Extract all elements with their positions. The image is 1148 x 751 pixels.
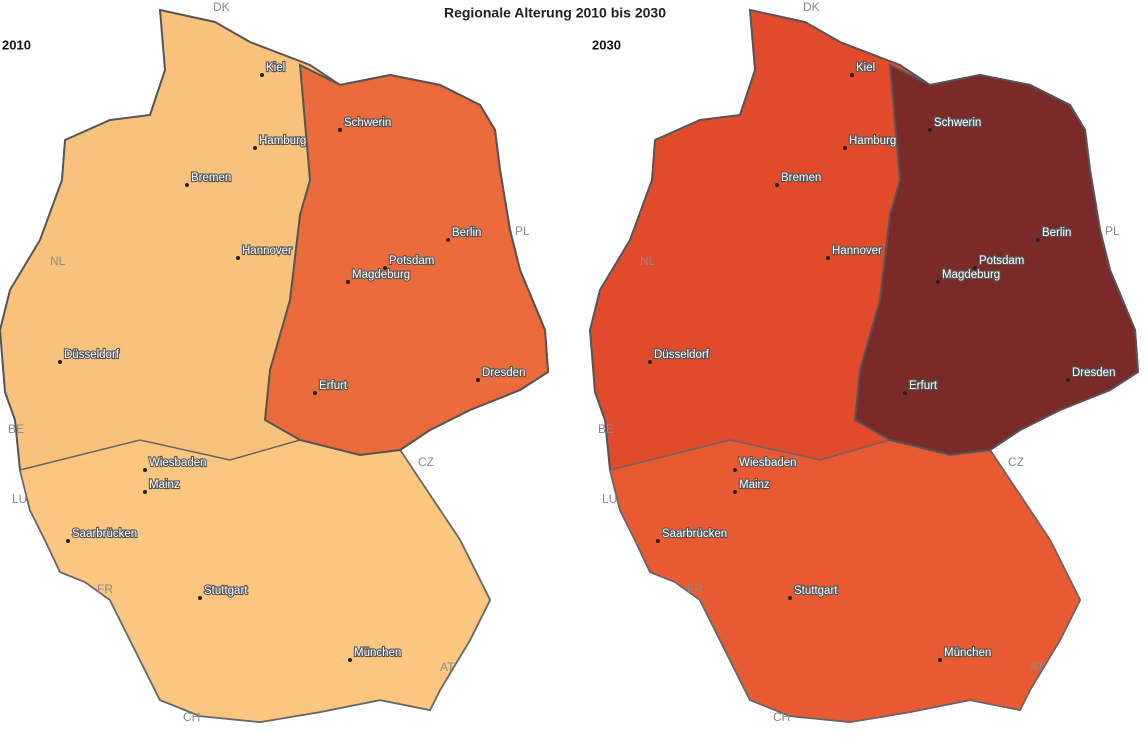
city-label: Kiel — [856, 62, 875, 74]
region-south — [19, 439, 491, 723]
city-label: Dresden — [1072, 367, 1115, 379]
city-dot — [66, 539, 70, 543]
country-label: PL — [1105, 224, 1120, 238]
city-dot — [346, 280, 350, 284]
country-label: CH — [183, 710, 200, 724]
city-dot — [733, 468, 737, 472]
city-label: Hamburg — [849, 135, 896, 147]
city-dot — [476, 378, 480, 382]
city-label: Kiel — [266, 62, 285, 74]
city-label: München — [354, 647, 401, 659]
city-label: Schwerin — [934, 117, 981, 129]
city-label: Stuttgart — [794, 585, 838, 597]
city-label: Stuttgart — [204, 585, 248, 597]
country-label: LU — [602, 492, 617, 506]
city-label: Wiesbaden — [739, 457, 797, 469]
city-label: Düsseldorf — [64, 349, 120, 361]
city-label: Wiesbaden — [149, 457, 207, 469]
city-label: Bremen — [781, 172, 821, 184]
city-dot — [143, 490, 147, 494]
city-dot — [348, 658, 352, 662]
country-label: PL — [515, 224, 530, 238]
country-label: LU — [12, 492, 27, 506]
city-dot — [198, 596, 202, 600]
city-dot — [260, 73, 264, 77]
panel-label: 2010 — [2, 37, 31, 52]
country-label: CZ — [1008, 455, 1024, 469]
city-label: Mainz — [739, 479, 770, 491]
city-dot — [58, 360, 62, 364]
city-label: Berlin — [452, 227, 481, 239]
country-label: DK — [803, 0, 820, 14]
city-label: Düsseldorf — [654, 349, 710, 361]
city-dot — [253, 146, 257, 150]
city-label: Potsdam — [979, 255, 1024, 267]
region-east — [263, 63, 550, 457]
country-label: FR — [97, 582, 113, 596]
city-label: Dresden — [482, 367, 525, 379]
country-label: NL — [640, 254, 656, 268]
map-panel: 2030 DK PL NL BE LU FR CZ AT CH Kiel Hamburg Bremen S… — [588, 0, 1140, 724]
city-dot — [383, 266, 387, 270]
city-label: Hamburg — [259, 135, 306, 147]
city-label: Hannover — [832, 245, 882, 257]
city-label: Mainz — [149, 479, 180, 491]
city-label: München — [944, 647, 991, 659]
city-label: Magdeburg — [352, 269, 410, 281]
country-label: AT — [440, 660, 455, 674]
country-label: CH — [773, 710, 790, 724]
country-label: FR — [687, 582, 703, 596]
city-dot — [850, 73, 854, 77]
city-dot — [185, 183, 189, 187]
country-label: BE — [8, 422, 24, 436]
figure-title: Regionale Alterung 2010 bis 2030 — [444, 5, 666, 21]
city-dot — [788, 596, 792, 600]
city-dot — [775, 183, 779, 187]
city-label: Erfurt — [909, 380, 938, 392]
city-label: Berlin — [1042, 227, 1071, 239]
city-label: Erfurt — [319, 380, 348, 392]
city-dot — [843, 146, 847, 150]
country-label: BE — [598, 422, 614, 436]
city-dot — [1036, 238, 1040, 242]
city-label: Schwerin — [344, 117, 391, 129]
city-dot — [973, 266, 977, 270]
city-label: Saarbrücken — [72, 528, 137, 540]
city-label: Magdeburg — [942, 269, 1000, 281]
city-label: Potsdam — [389, 255, 434, 267]
city-dot — [928, 128, 932, 132]
city-dot — [648, 360, 652, 364]
city-label: Bremen — [191, 172, 231, 184]
city-dot — [1066, 378, 1070, 382]
city-dot — [733, 490, 737, 494]
region-south — [609, 439, 1081, 723]
city-dot — [338, 128, 342, 132]
city-label: Saarbrücken — [662, 528, 727, 540]
city-dot — [446, 238, 450, 242]
panel-label: 2030 — [592, 37, 621, 52]
city-label: Hannover — [242, 245, 292, 257]
city-dot — [826, 256, 830, 260]
country-label: DK — [213, 0, 230, 14]
city-dot — [143, 468, 147, 472]
city-dot — [903, 391, 907, 395]
country-label: AT — [1030, 660, 1045, 674]
region-east — [853, 63, 1140, 457]
city-dot — [313, 391, 317, 395]
city-dot — [236, 256, 240, 260]
country-label: CZ — [418, 455, 434, 469]
map-panel: 2010 DK PL NL BE LU FR CZ AT CH Kiel Hamburg Bremen S… — [0, 0, 550, 724]
city-dot — [936, 280, 940, 284]
city-dot — [656, 539, 660, 543]
country-label: NL — [50, 254, 66, 268]
city-dot — [938, 658, 942, 662]
